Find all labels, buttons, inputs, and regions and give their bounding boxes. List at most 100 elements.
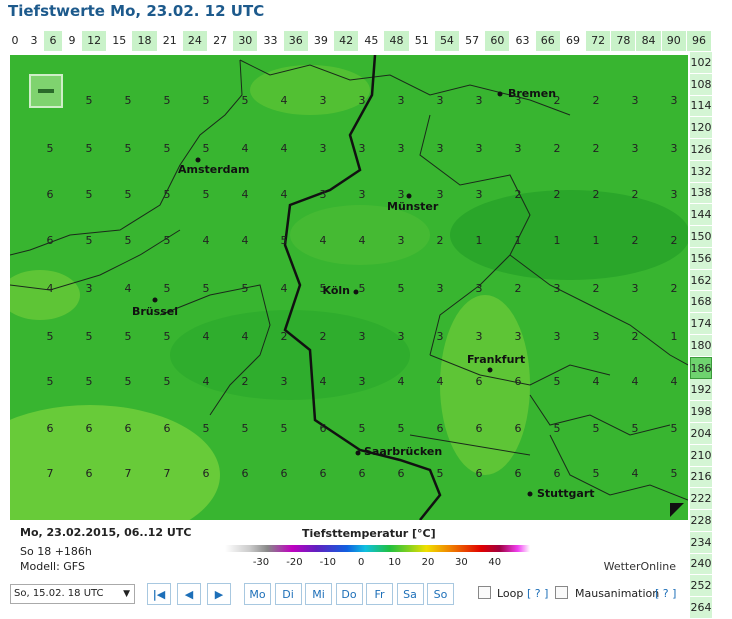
hour-tab[interactable]: 57 — [460, 31, 486, 51]
grid-value: 5 — [554, 375, 561, 388]
hour-side-tab[interactable]: 204 — [690, 423, 712, 445]
hour-tab[interactable]: 63 — [510, 31, 536, 51]
hour-side-tab[interactable]: 114 — [690, 95, 712, 118]
hour-side-tab[interactable]: 132 — [690, 160, 712, 183]
hour-tab[interactable]: 84 — [636, 31, 662, 51]
prev-button[interactable]: ◀ — [177, 583, 201, 605]
loop-help[interactable]: [ ? ] — [527, 587, 549, 600]
hour-side-tab[interactable]: 144 — [690, 204, 712, 227]
hour-tab[interactable]: 60 — [485, 31, 511, 51]
hour-tab[interactable]: 27 — [208, 31, 234, 51]
grid-value: 6 — [476, 422, 483, 435]
hour-side-tab[interactable]: 126 — [690, 139, 712, 161]
day-button[interactable]: So — [427, 583, 454, 605]
day-button[interactable]: Mo — [244, 583, 271, 605]
hour-tab[interactable]: 24 — [182, 31, 209, 51]
day-button[interactable]: Mi — [305, 583, 332, 605]
grid-value: 4 — [242, 330, 249, 343]
hour-tab[interactable]: 48 — [384, 31, 410, 51]
grid-value: 3 — [437, 282, 444, 295]
hour-side-tab[interactable]: 240 — [690, 553, 712, 576]
hour-side-tab[interactable]: 198 — [690, 401, 712, 424]
grid-value: 3 — [398, 188, 405, 201]
day-button[interactable]: Do — [335, 583, 363, 605]
hour-tab[interactable]: 72 — [586, 31, 612, 51]
hour-tab[interactable]: 66 — [535, 31, 561, 51]
loop-checkbox[interactable] — [478, 586, 491, 599]
grid-value: 6 — [47, 234, 54, 247]
grid-value: 5 — [164, 94, 171, 107]
hour-tab[interactable]: 33 — [258, 31, 284, 51]
hour-tab[interactable]: 42 — [334, 31, 360, 51]
hour-side-tab[interactable]: 138 — [690, 182, 712, 205]
hour-side-tab[interactable]: 186 — [690, 356, 712, 380]
hour-side-tab[interactable]: 222 — [690, 488, 712, 511]
hour-tab[interactable]: 90 — [661, 31, 687, 51]
hour-tab[interactable]: 39 — [309, 31, 335, 51]
grid-value: 2 — [515, 282, 522, 295]
hour-side-tab[interactable]: 168 — [690, 291, 712, 314]
hour-tab[interactable]: 18 — [132, 31, 158, 51]
hour-side-tab[interactable]: 156 — [690, 247, 712, 270]
mouse-help[interactable]: [ ? ] — [655, 587, 677, 600]
day-button[interactable]: Fr — [366, 583, 393, 605]
grid-value: 1 — [476, 234, 483, 247]
grid-value: 6 — [476, 375, 483, 388]
next-button[interactable]: ▶ — [207, 583, 231, 605]
hour-tab[interactable]: 69 — [561, 31, 587, 51]
hour-tab[interactable]: 96 — [686, 31, 713, 51]
hour-tab[interactable]: 3 — [25, 31, 44, 51]
day-button[interactable]: Di — [274, 583, 302, 605]
loop-label: Loop — [497, 587, 524, 600]
hour-side-tab[interactable]: 192 — [690, 379, 712, 402]
hour-side-tab[interactable]: 150 — [690, 226, 712, 248]
grid-value: 2 — [632, 330, 639, 343]
run-select[interactable]: So, 15.02. 18 UTC ▼ — [10, 584, 135, 604]
temperature-zones — [10, 65, 688, 520]
grid-value: 5 — [359, 422, 366, 435]
hour-tab[interactable]: 0 — [6, 31, 25, 51]
hour-tab[interactable]: 78 — [611, 31, 637, 51]
hour-tab[interactable]: 30 — [233, 31, 259, 51]
hour-tab[interactable]: 54 — [434, 31, 461, 51]
mouse-checkbox[interactable] — [555, 586, 568, 599]
city-dot — [353, 289, 359, 295]
hour-side-tab[interactable]: 120 — [690, 117, 712, 140]
zoom-button[interactable] — [29, 74, 63, 108]
hour-side-tab[interactable]: 108 — [690, 73, 712, 96]
hour-side-tab[interactable]: 162 — [690, 269, 712, 292]
hour-side-tab[interactable]: 234 — [690, 531, 712, 554]
hour-tab[interactable]: 12 — [82, 31, 108, 51]
grid-value: 5 — [203, 142, 210, 155]
hour-tab[interactable]: 15 — [107, 31, 133, 51]
grid-value: 2 — [554, 94, 561, 107]
grid-value: 4 — [593, 375, 600, 388]
hour-tab[interactable]: 51 — [410, 31, 435, 51]
grid-value: 4 — [281, 142, 288, 155]
legend-tick: 10 — [388, 557, 401, 568]
grid-value: 6 — [359, 467, 366, 480]
grid-value: 1 — [554, 234, 561, 247]
hour-side-tab[interactable]: 228 — [690, 510, 712, 532]
first-button[interactable]: |◀ — [147, 583, 171, 605]
hour-side-tab[interactable]: 264 — [690, 597, 712, 619]
grid-value: 6 — [86, 467, 93, 480]
hour-tab[interactable]: 36 — [283, 31, 309, 51]
grid-value: 3 — [476, 330, 483, 343]
hour-tab[interactable]: 6 — [44, 31, 63, 51]
hour-side-tab[interactable]: 210 — [690, 444, 712, 467]
city-dot — [195, 157, 201, 163]
hour-tab[interactable]: 9 — [63, 31, 82, 51]
grid-value: 3 — [359, 375, 366, 388]
hour-side-tab[interactable]: 102 — [690, 52, 712, 74]
day-button[interactable]: Sa — [396, 583, 424, 605]
hour-side-tab[interactable]: 180 — [690, 334, 712, 357]
hour-side-tab[interactable]: 216 — [690, 466, 712, 489]
hour-tab[interactable]: 21 — [158, 31, 183, 51]
grid-value: 5 — [203, 188, 210, 201]
hour-side-tab[interactable]: 174 — [690, 313, 712, 335]
grid-value: 4 — [242, 188, 249, 201]
grid-value: 3 — [398, 142, 405, 155]
hour-side-tab[interactable]: 252 — [690, 575, 712, 598]
hour-tab[interactable]: 45 — [359, 31, 385, 51]
